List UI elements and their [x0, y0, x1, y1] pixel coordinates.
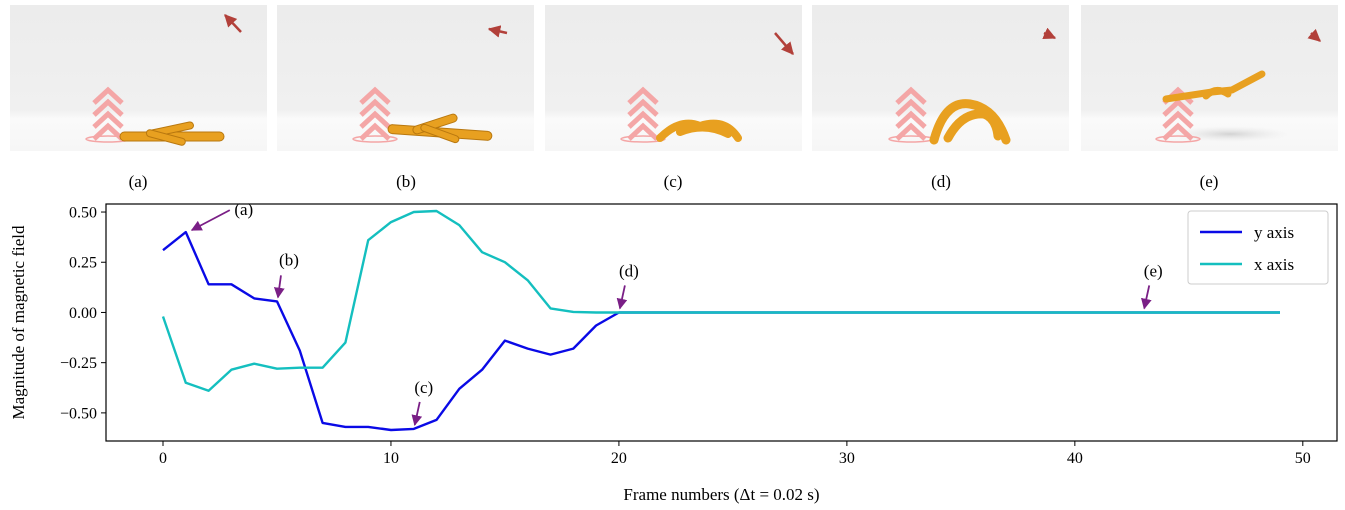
x-tick-label: 0: [159, 450, 167, 467]
target-chevrons: [352, 86, 398, 143]
panel-caption-a: (a): [129, 172, 148, 191]
annotation-arrow: [273, 275, 285, 299]
x-tick-label: 50: [1295, 450, 1311, 467]
snapshot-panel-b: [277, 5, 534, 151]
field-direction-arrow: [224, 14, 242, 33]
y-tick-label: 0.00: [69, 305, 97, 322]
legend-label-x-axis: x axis: [1254, 255, 1294, 274]
annotation-arrow: [1141, 285, 1152, 310]
series-line-y-axis: [162, 230, 1280, 432]
panel-caption-d: (d): [931, 172, 951, 191]
soft-robot: [119, 121, 225, 146]
annotation-e: (e): [1141, 261, 1163, 310]
legend: y axis x axis: [1187, 210, 1329, 285]
x-tick-label: 40: [1067, 450, 1083, 467]
annotation-label: (a): [234, 200, 253, 219]
legend-box: [1187, 210, 1329, 285]
snapshot-panel-e: [1081, 5, 1338, 151]
y-tick-label: 0.50: [69, 205, 97, 222]
annotation-label: (e): [1144, 261, 1163, 280]
snapshot-strip: [10, 5, 1338, 151]
y-axis-label: Magnitude of magnetic field: [9, 225, 28, 420]
annotation-arrow: [411, 401, 423, 427]
soft-robot: [656, 119, 742, 142]
y-axis: −0.50 −0.25 0.00 0.25 0.50: [60, 205, 106, 422]
plot-lines: [161, 209, 1280, 432]
magnetic-field-chart: (a) (b) (c) (d) (e) 0 10 20 30 40 50 −0.50 −0.25 0.…: [9, 200, 1338, 504]
target-chevrons: [620, 86, 666, 143]
annotation-d: (d): [616, 261, 639, 310]
annotation-arrow: [616, 285, 628, 310]
series-line-x-axis: [161, 209, 1280, 392]
y-tick-label: −0.50: [60, 405, 97, 422]
annotation-label: (b): [279, 250, 299, 269]
x-tick-label: 10: [383, 450, 399, 467]
snapshot-panel-d: [812, 5, 1069, 151]
annotation-label: (d): [619, 261, 639, 280]
panel-caption-c: (c): [664, 172, 683, 191]
field-direction-arrow: [1042, 27, 1057, 40]
x-axis-label: Frame numbers (Δt = 0.02 s): [623, 485, 819, 504]
annotations: (a) (b) (c) (d) (e): [190, 200, 1163, 427]
snapshot-panel-c: [545, 5, 802, 151]
annotation-b: (b): [273, 250, 299, 299]
snapshot-panel-a: [10, 5, 267, 151]
annotation-arrow: [190, 209, 231, 231]
legend-label-y-axis: y axis: [1254, 223, 1294, 242]
x-tick-label: 30: [839, 450, 855, 467]
annotation-label: (c): [414, 378, 433, 397]
y-tick-label: −0.25: [60, 355, 97, 372]
panel-captions: (a) (b) (c) (d) (e): [129, 172, 1219, 191]
soft-robot: [1162, 70, 1266, 103]
soft-robot: [387, 113, 493, 144]
field-direction-arrow: [1307, 28, 1321, 42]
x-axis: 0 10 20 30 40 50: [159, 441, 1311, 467]
soft-robot: [929, 99, 1011, 145]
panel-caption-e: (e): [1200, 172, 1219, 191]
x-tick-label: 20: [611, 450, 627, 467]
annotation-a: (a): [190, 200, 253, 231]
field-direction-arrow: [487, 25, 508, 38]
plot-frame: [105, 203, 1338, 442]
target-chevrons: [888, 86, 934, 143]
y-tick-label: 0.25: [69, 255, 97, 272]
annotation-c: (c): [411, 378, 433, 427]
panel-caption-b: (b): [396, 172, 416, 191]
field-direction-arrow: [774, 32, 794, 55]
